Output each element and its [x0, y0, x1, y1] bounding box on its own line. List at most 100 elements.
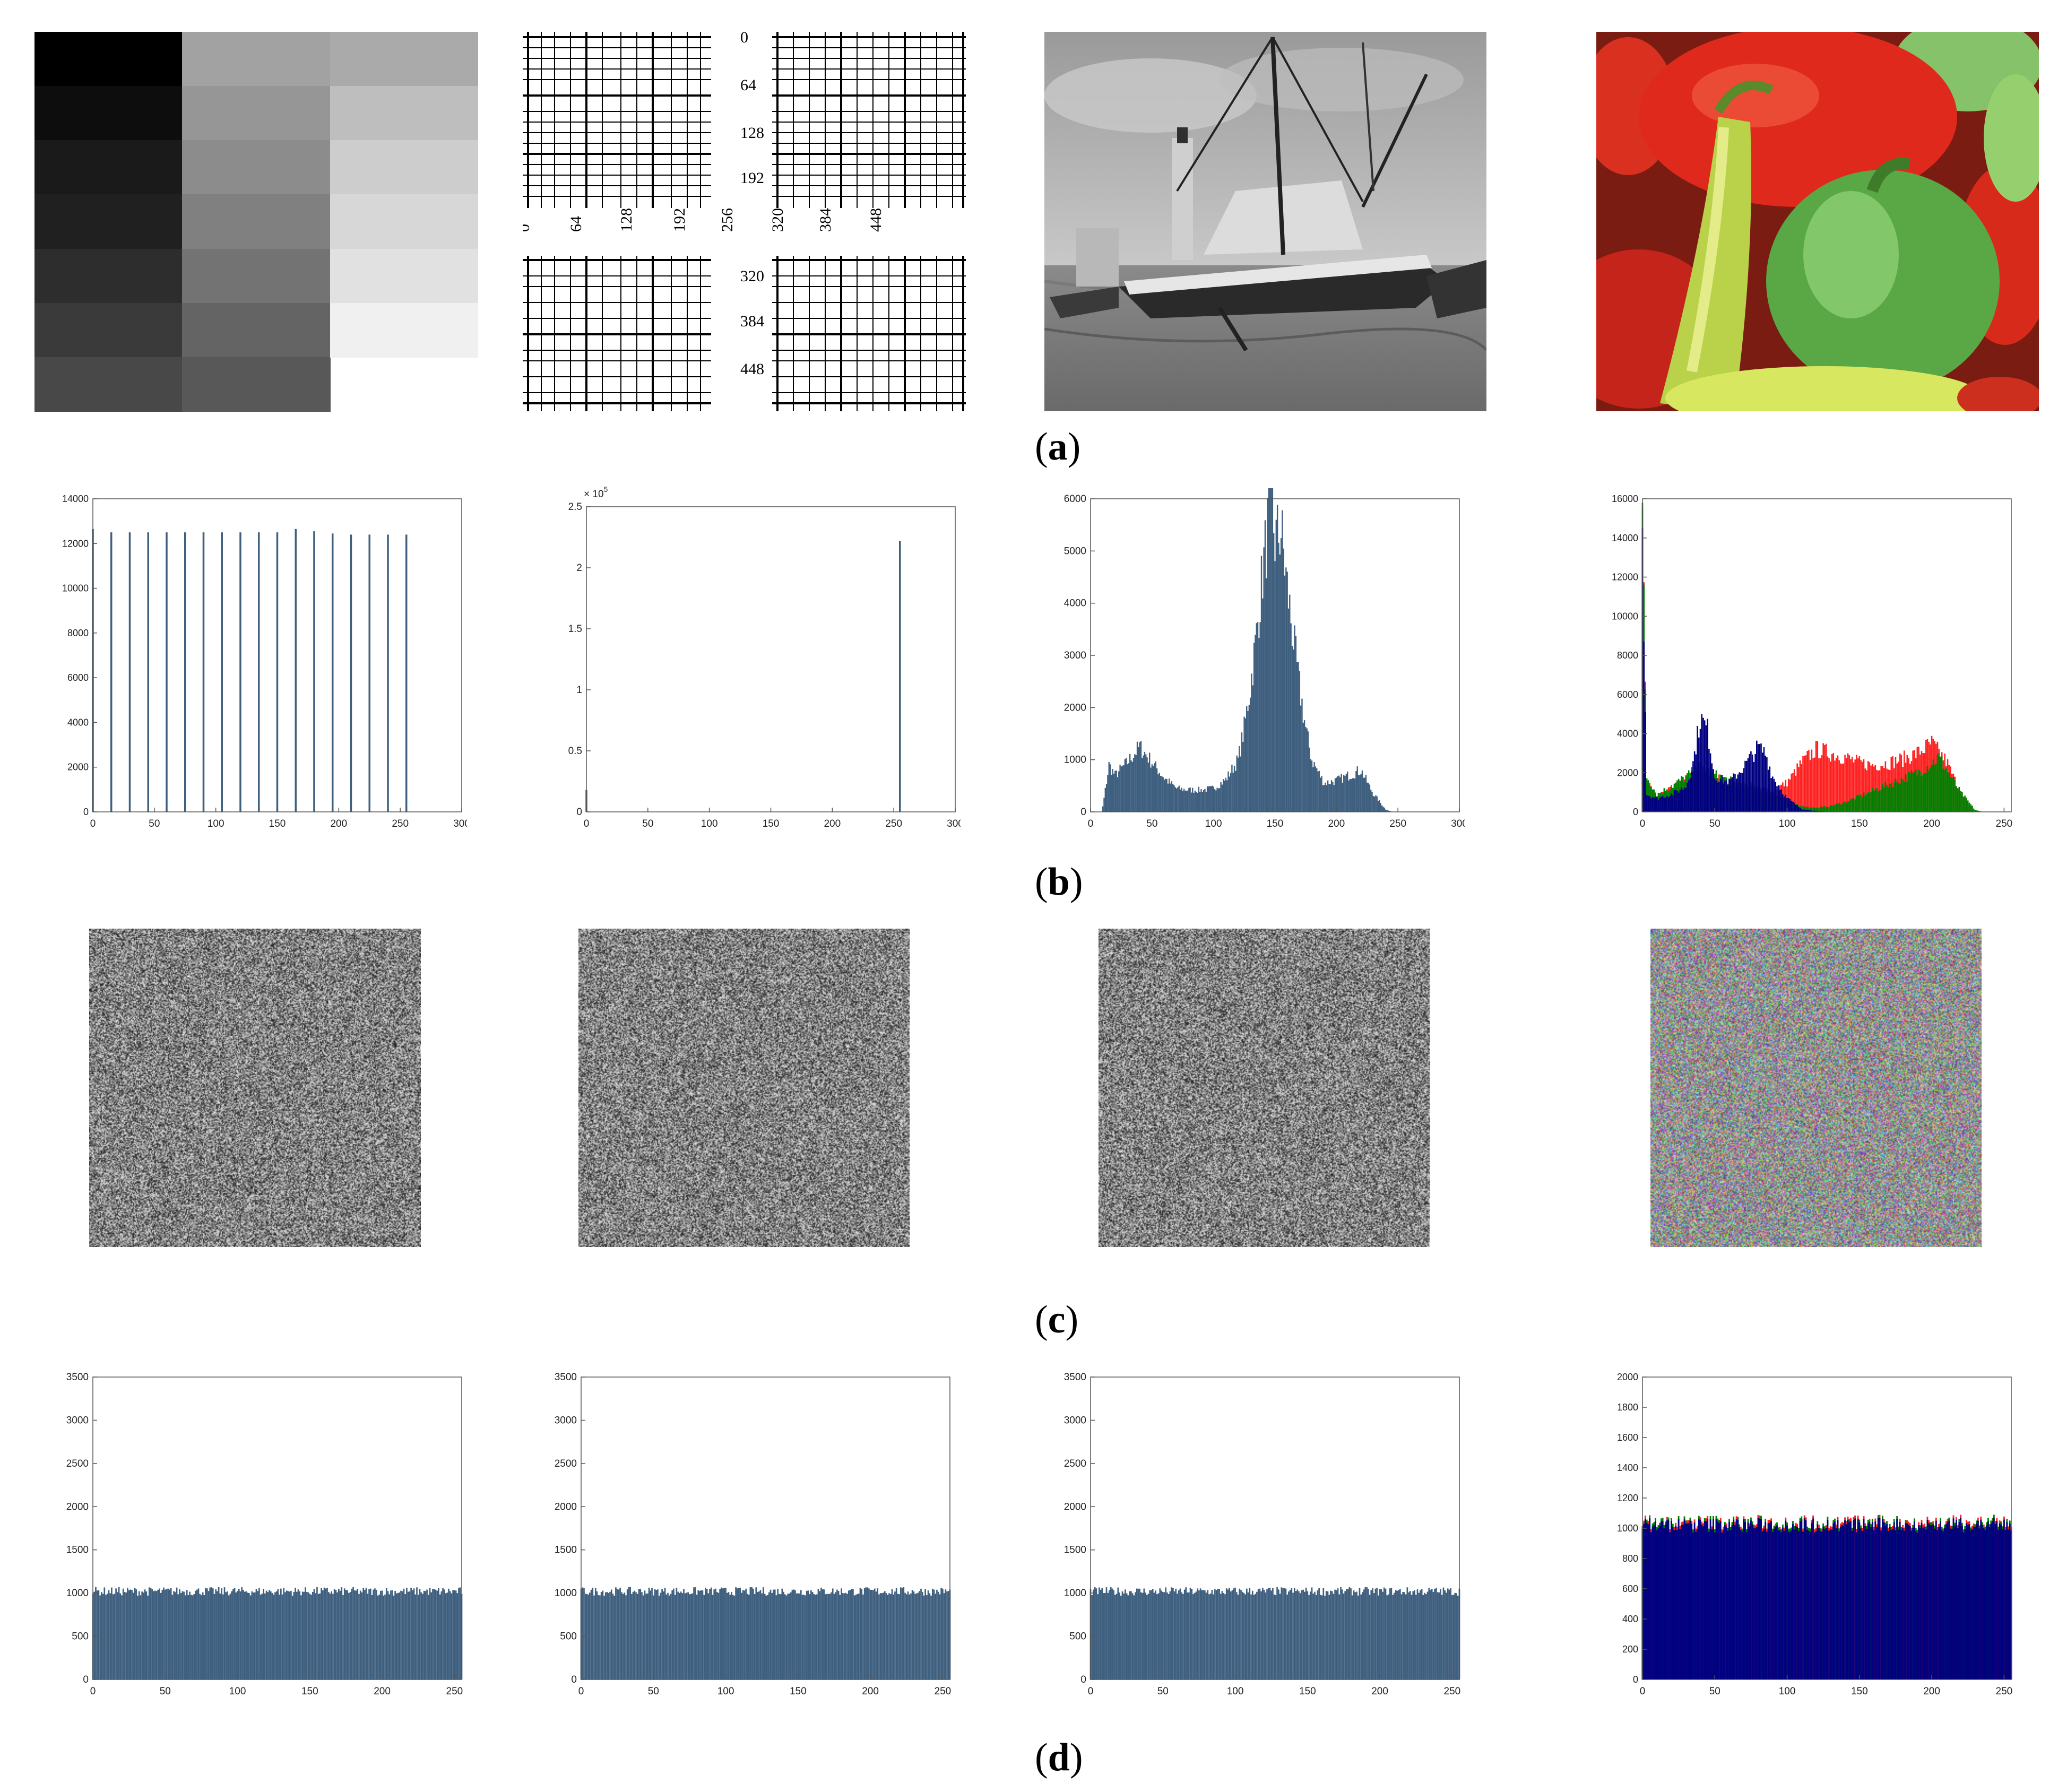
- histogram-bar: [1230, 1591, 1232, 1680]
- histogram-bar: [456, 1593, 458, 1680]
- histogram-bar: [876, 1591, 877, 1680]
- histogram-bar: [894, 1591, 896, 1680]
- histogram-bar: [1701, 1525, 1702, 1680]
- histogram-bar: [1655, 797, 1656, 812]
- histogram-bar: [1726, 1527, 1727, 1680]
- histogram-bar: [1364, 1587, 1366, 1680]
- histogram-bar: [1852, 799, 1853, 812]
- histogram-bar: [1728, 779, 1730, 812]
- histogram-bar: [99, 1595, 101, 1680]
- histogram-bar: [1687, 1523, 1688, 1680]
- histogram-bar: [425, 1591, 427, 1680]
- histogram-bar: [903, 1587, 904, 1680]
- histogram-bar: [300, 1595, 302, 1680]
- histogram-bar: [1706, 725, 1707, 812]
- x-tick-label: 250: [392, 818, 409, 829]
- histogram-bar: [1126, 758, 1127, 812]
- histogram-bar: [835, 1592, 836, 1680]
- histogram-bar: [1213, 1595, 1214, 1680]
- histogram-bar: [177, 1594, 179, 1680]
- histogram-bar: [1844, 1520, 1846, 1680]
- histogram-bar: [1120, 1596, 1122, 1680]
- histogram-bar: [1940, 757, 1941, 812]
- gray-step: [330, 249, 478, 304]
- histogram-bar: [364, 1590, 366, 1680]
- histogram-bar: [1158, 1594, 1160, 1680]
- histogram-bar: [362, 1588, 364, 1680]
- histogram-bar: [1879, 790, 1881, 812]
- histogram-bar: [899, 541, 901, 812]
- histogram-bar: [1826, 1528, 1827, 1680]
- histogram-bar: [1118, 771, 1119, 812]
- histogram-bar: [1246, 1589, 1248, 1680]
- histogram-d1: 0 50 100 150 200 2500500100015002000250030003…: [53, 1366, 467, 1706]
- histogram-bar: [809, 1594, 810, 1680]
- histogram-bar: [591, 1590, 592, 1680]
- histogram-bar: [629, 1587, 631, 1680]
- histogram-bar: [1130, 760, 1131, 812]
- histogram-bar: [1396, 1591, 1398, 1680]
- histogram-bar: [253, 1592, 254, 1680]
- histogram-bar: [1102, 807, 1103, 812]
- histogram-bar: [1700, 729, 1701, 812]
- histogram-bar: [218, 1587, 220, 1680]
- x-tick-label: 50: [1157, 1686, 1169, 1697]
- histogram-bar: [1310, 1591, 1311, 1680]
- histogram-bar: [1970, 1530, 1971, 1680]
- histogram-bar: [1276, 1587, 1278, 1680]
- histogram-bar: [1718, 1523, 1720, 1680]
- histogram-bar: [1375, 1589, 1377, 1680]
- histogram-bar: [1344, 1591, 1346, 1680]
- histogram-bar: [1675, 1526, 1676, 1680]
- gray-step: [330, 32, 478, 86]
- histogram-bar: [354, 1590, 356, 1680]
- histogram-bar: [1742, 773, 1743, 812]
- histogram-bar: [1933, 759, 1934, 812]
- histogram-bar: [1304, 1592, 1305, 1680]
- histogram-bar: [1176, 789, 1177, 812]
- histogram-bar: [1169, 778, 1170, 812]
- histogram-bar: [887, 1595, 888, 1680]
- histogram-bar: [611, 1590, 612, 1680]
- histogram-bar: [1957, 1528, 1959, 1680]
- histogram-bar: [1772, 776, 1774, 812]
- ruler-label: 384: [740, 313, 764, 330]
- histogram-bar: [1410, 1591, 1411, 1680]
- histogram-bar: [1238, 758, 1239, 812]
- histogram-bar: [1698, 738, 1700, 812]
- ruler-label: 320: [769, 208, 786, 232]
- x-tick-label: 100: [1779, 818, 1796, 829]
- histogram-bar: [1119, 1592, 1120, 1680]
- histogram-bar: [1405, 1595, 1407, 1680]
- histogram-bar: [1327, 781, 1328, 812]
- x-tick-label: 250: [885, 818, 902, 829]
- histogram-bar: [1925, 773, 1927, 812]
- histogram-bar: [240, 1591, 241, 1680]
- histogram-bar: [1128, 763, 1129, 812]
- histogram-bar: [1286, 1595, 1288, 1680]
- histogram-bar: [1358, 775, 1359, 812]
- histogram-bar: [1756, 1527, 1758, 1680]
- gray-step: [182, 194, 330, 249]
- histogram-bar: [350, 1592, 351, 1680]
- histogram-bar: [1801, 764, 1803, 812]
- y-tick-label: 6000: [67, 672, 89, 683]
- histogram-bar: [1746, 1532, 1748, 1680]
- histogram-bar: [1691, 772, 1692, 812]
- histogram-bar: [396, 1594, 397, 1680]
- y-tick-label: 2000: [67, 762, 89, 773]
- histogram-bar: [1106, 784, 1107, 812]
- histogram-bar: [699, 1591, 701, 1680]
- histogram-bar: [1274, 561, 1275, 812]
- y-scale-exponent: × 105: [584, 485, 608, 500]
- histogram-bar: [373, 1590, 374, 1680]
- histogram-bar: [936, 1590, 938, 1680]
- histogram-bar: [1909, 773, 1911, 812]
- histogram-bar: [938, 1592, 939, 1680]
- histogram-bar: [1279, 555, 1281, 812]
- histogram-bar: [1456, 1593, 1457, 1680]
- histogram-bar: [156, 1591, 158, 1680]
- histogram-bar: [439, 1595, 441, 1680]
- histogram-bar: [1113, 774, 1114, 812]
- histogram-bar: [1726, 780, 1727, 812]
